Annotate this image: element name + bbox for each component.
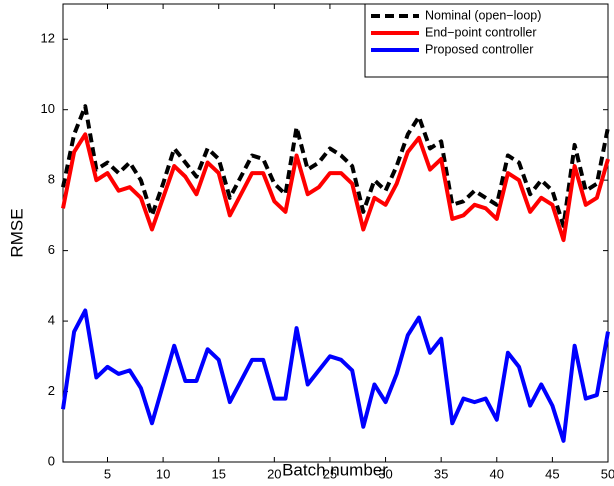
x-tick-label: 20 <box>267 466 281 481</box>
series-line <box>61 308 610 443</box>
series-line <box>61 104 610 228</box>
legend-label: Nominal (open−loop) <box>425 8 541 22</box>
legend-label: End−point controller <box>425 25 537 39</box>
x-tick-label: 5 <box>104 466 111 481</box>
x-tick-label: 15 <box>211 466 225 481</box>
plot-area <box>62 3 609 463</box>
y-tick-label: 12 <box>41 31 55 46</box>
legend-label: Proposed controller <box>425 42 533 56</box>
y-tick-label: 6 <box>48 242 55 257</box>
y-tick-label: 2 <box>48 383 55 398</box>
x-tick-label: 45 <box>545 466 559 481</box>
x-tick-label: 50 <box>601 466 614 481</box>
y-tick-label: 8 <box>48 172 55 187</box>
series-line <box>61 132 610 243</box>
y-tick-label: 10 <box>41 101 55 116</box>
y-axis-title: RMSE <box>7 208 26 257</box>
x-tick-label: 10 <box>156 466 170 481</box>
x-tick-label: 35 <box>434 466 448 481</box>
x-axis-title: Batch number <box>282 460 388 479</box>
y-tick-label: 0 <box>48 453 55 468</box>
y-tick-label: 4 <box>48 313 55 328</box>
x-tick-label: 25 <box>323 466 337 481</box>
x-tick-label: 40 <box>490 466 504 481</box>
x-tick-label: 30 <box>378 466 392 481</box>
legend: Nominal (open−loop) End−point controller P… <box>364 3 609 78</box>
